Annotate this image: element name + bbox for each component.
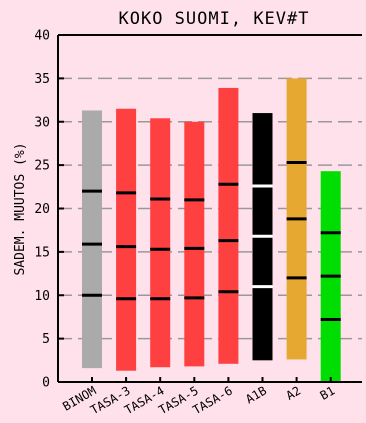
y-tick-label: 15 xyxy=(34,245,50,260)
y-tick-label: 0 xyxy=(42,376,50,391)
bars-layer xyxy=(82,78,341,382)
bar-tasa-6 xyxy=(218,87,239,364)
y-tick-label: 35 xyxy=(34,72,50,87)
bar-tasa-4 xyxy=(150,118,171,368)
bar-binom xyxy=(82,110,102,369)
y-tick-label: 20 xyxy=(34,202,50,217)
bar-tasa-3 xyxy=(116,108,137,371)
grid-layer xyxy=(58,77,362,340)
y-axis-label: SADEM. MUUTOS (%) xyxy=(13,142,28,275)
y-tick-label: 10 xyxy=(34,289,50,304)
y-tick-label: 5 xyxy=(42,332,50,347)
x-tick-label-b1: B1 xyxy=(318,383,338,402)
bar-tasa-5 xyxy=(184,121,205,367)
y-tick-label: 40 xyxy=(34,29,50,44)
y-tick-labels: 0 5 10 15 20 25 30 35 40 xyxy=(34,29,50,391)
y-tick-label: 25 xyxy=(34,159,50,174)
chart-title: KOKO SUOMI, KEV#T xyxy=(119,9,310,29)
axis-layer xyxy=(57,34,362,383)
x-tick-label-a1b: A1B xyxy=(243,383,269,406)
x-tick-label-tasa-6: TASA-6 xyxy=(190,383,235,417)
y-tick-label: 30 xyxy=(34,115,50,130)
x-tick-label-a2: A2 xyxy=(284,383,304,402)
